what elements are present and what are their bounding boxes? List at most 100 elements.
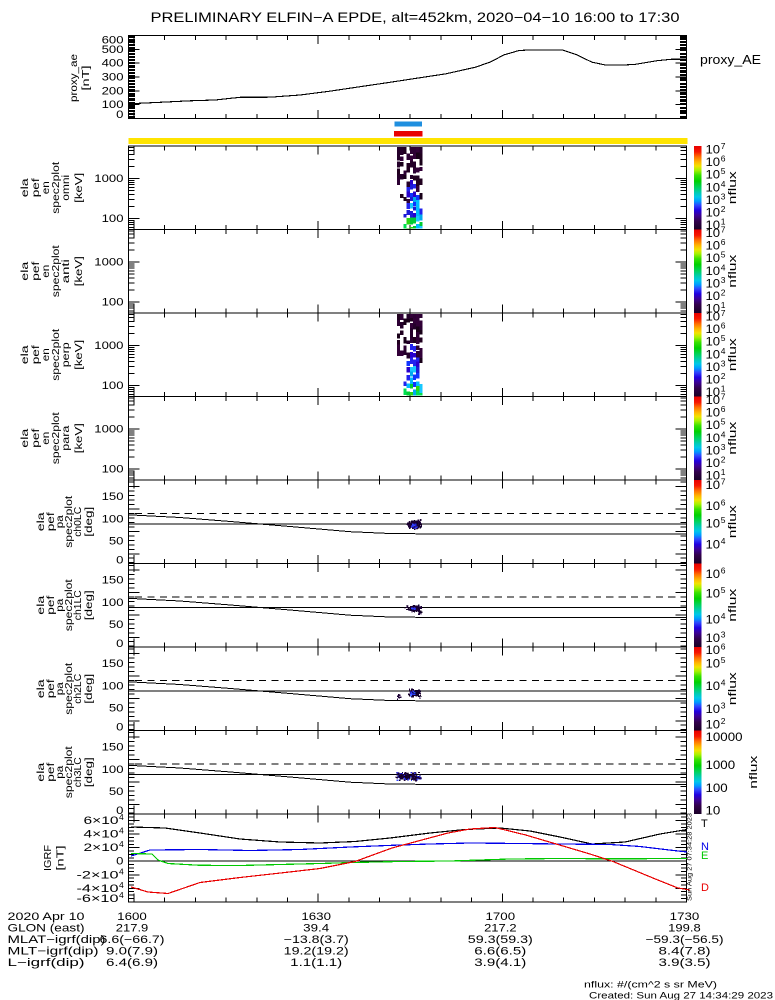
svg-text:ela: ela — [20, 178, 31, 198]
svg-text:10: 10 — [706, 324, 721, 336]
svg-text:0: 0 — [116, 555, 123, 567]
svg-text:L−igrf(dip): L−igrf(dip) — [8, 957, 85, 969]
svg-text:nflux: nflux — [727, 421, 739, 455]
svg-text:10: 10 — [706, 312, 721, 324]
svg-text:7: 7 — [721, 308, 726, 318]
svg-text:10: 10 — [706, 446, 721, 458]
svg-text:pef: pef — [31, 178, 42, 197]
svg-text:6: 6 — [721, 497, 726, 507]
svg-text:1: 1 — [721, 217, 726, 227]
svg-text:10: 10 — [706, 387, 721, 399]
svg-text:39.4: 39.4 — [303, 923, 329, 935]
svg-text:8.4(7.8): 8.4(7.8) — [659, 946, 711, 958]
svg-text:1600: 1600 — [117, 911, 147, 923]
svg-text:6: 6 — [721, 237, 726, 247]
svg-text:spec2plot: spec2plot — [64, 496, 75, 548]
svg-text:300: 300 — [102, 72, 124, 84]
svg-text:proxy_ae: proxy_ae — [69, 53, 80, 102]
svg-text:10: 10 — [706, 349, 721, 361]
svg-text:spec2plot: spec2plot — [51, 329, 62, 381]
svg-text:100: 100 — [102, 597, 124, 609]
svg-text:3: 3 — [721, 629, 726, 639]
svg-text:217.2: 217.2 — [484, 923, 516, 935]
svg-text:ela: ela — [36, 762, 47, 782]
svg-text:10: 10 — [706, 266, 721, 278]
svg-text:10: 10 — [706, 480, 721, 492]
svg-text:6×10: 6×10 — [84, 815, 119, 827]
svg-text:perp: perp — [61, 342, 72, 368]
svg-text:1: 1 — [721, 467, 726, 477]
svg-text:en: en — [41, 348, 52, 361]
svg-text:pef: pef — [46, 679, 57, 698]
svg-text:10: 10 — [706, 615, 721, 627]
svg-text:1: 1 — [721, 384, 726, 394]
svg-text:ela: ela — [36, 679, 47, 699]
svg-text:217.9: 217.9 — [116, 923, 149, 935]
svg-text:spec2plot: spec2plot — [51, 162, 62, 214]
svg-text:-2×10: -2×10 — [77, 869, 119, 881]
svg-text:10: 10 — [706, 145, 721, 157]
svg-text:N: N — [701, 841, 709, 853]
svg-text:6.4(6.9): 6.4(6.9) — [106, 957, 158, 969]
svg-text:T: T — [701, 818, 708, 830]
svg-text:1000: 1000 — [94, 173, 123, 185]
svg-text:4: 4 — [721, 678, 726, 688]
svg-text:10: 10 — [706, 182, 721, 194]
svg-text:anti: anti — [61, 259, 72, 283]
svg-text:10: 10 — [706, 458, 721, 470]
svg-text:10: 10 — [706, 704, 721, 716]
svg-text:en: en — [41, 181, 52, 194]
svg-text:−59.3(−56.5): −59.3(−56.5) — [646, 934, 724, 946]
svg-text:10: 10 — [706, 337, 721, 349]
svg-text:10: 10 — [706, 804, 721, 818]
svg-text:10: 10 — [706, 279, 721, 291]
svg-text:10: 10 — [706, 228, 721, 240]
svg-text:10: 10 — [706, 658, 721, 670]
svg-text:4: 4 — [119, 880, 124, 890]
svg-text:ela: ela — [20, 261, 31, 281]
svg-text:150: 150 — [102, 575, 124, 587]
svg-text:-4×10: -4×10 — [77, 883, 119, 895]
svg-text:10: 10 — [706, 588, 721, 600]
svg-text:10: 10 — [706, 157, 721, 169]
svg-text:10: 10 — [706, 518, 721, 530]
svg-text:4: 4 — [721, 179, 726, 189]
svg-text:4: 4 — [119, 812, 124, 822]
svg-text:2: 2 — [721, 204, 726, 214]
svg-text:5: 5 — [721, 585, 726, 595]
svg-text:10: 10 — [706, 408, 721, 420]
svg-text:59.3(59.3): 59.3(59.3) — [468, 934, 533, 946]
svg-text:4×10: 4×10 — [84, 829, 119, 841]
svg-text:ch2LC: ch2LC — [73, 674, 84, 704]
svg-text:pa: pa — [55, 682, 66, 696]
svg-text:nflux: nflux — [727, 171, 739, 205]
svg-text:1000: 1000 — [94, 257, 123, 269]
svg-text:10: 10 — [706, 362, 721, 374]
svg-text:150: 150 — [102, 491, 124, 503]
svg-text:[nT]: [nT] — [56, 845, 67, 870]
svg-text:[keV]: [keV] — [74, 256, 85, 286]
svg-text:IGRF: IGRF — [43, 845, 54, 871]
svg-text:10: 10 — [706, 220, 721, 232]
svg-text:6: 6 — [721, 404, 726, 414]
svg-text:nflux: nflux — [727, 254, 739, 288]
svg-text:50: 50 — [109, 786, 124, 798]
svg-text:10: 10 — [706, 420, 721, 432]
svg-text:pa: pa — [55, 765, 66, 779]
svg-text:600: 600 — [102, 35, 124, 47]
svg-text:Created: Sun Aug 27 14:34:29 2: Created: Sun Aug 27 14:34:29 2023 — [589, 991, 773, 1000]
svg-text:0: 0 — [116, 856, 123, 868]
svg-text:2020 Apr 10: 2020 Apr 10 — [8, 911, 85, 923]
svg-text:0: 0 — [116, 638, 123, 650]
svg-text:1000: 1000 — [94, 340, 123, 352]
svg-text:50: 50 — [109, 536, 124, 548]
svg-text:4: 4 — [721, 611, 726, 621]
svg-text:spec2plot: spec2plot — [51, 412, 62, 464]
svg-text:GLON (east): GLON (east) — [8, 923, 85, 935]
svg-text:ela: ela — [20, 345, 31, 365]
svg-text:nflux: nflux — [748, 755, 760, 789]
svg-text:200: 200 — [102, 85, 124, 97]
svg-text:MLT−igrf(dip): MLT−igrf(dip) — [8, 946, 99, 958]
svg-text:6.6(6.5): 6.6(6.5) — [474, 946, 526, 958]
svg-text:en: en — [41, 265, 52, 278]
